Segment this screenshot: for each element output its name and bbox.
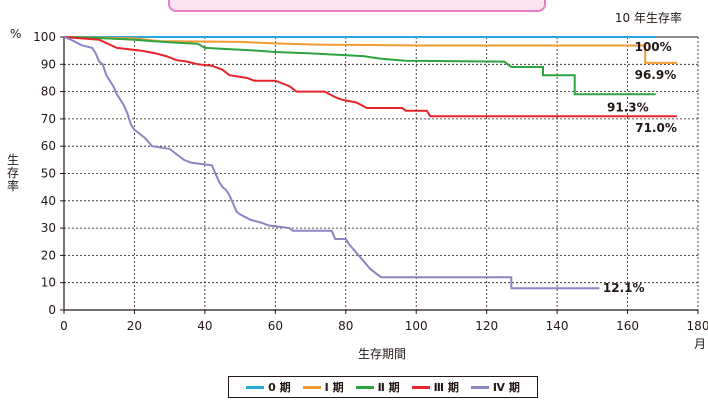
axes (60, 36, 699, 314)
grid-lines (64, 36, 699, 310)
legend-swatch (411, 385, 430, 389)
x-tick-label: 180 (687, 319, 708, 333)
legend-swatch (246, 385, 265, 389)
legend-item-4: Ⅳ 期 (470, 379, 520, 395)
legend-item-1: Ⅰ 期 (302, 379, 344, 395)
y-tick-label: 10 (41, 276, 56, 290)
y-tick-label: 20 (41, 248, 56, 262)
y-tick-label: 40 (41, 194, 56, 208)
y-tick-label: 30 (41, 221, 56, 235)
legend-swatch (470, 385, 489, 389)
series-lines (63, 36, 677, 290)
y-tick-label: 80 (41, 85, 56, 99)
y-tick-label: 50 (41, 167, 56, 181)
legend-label: Ⅲ 期 (433, 381, 459, 394)
legend-swatch (355, 385, 374, 389)
end-label-0: 100% (635, 40, 672, 54)
x-unit: 月 (694, 337, 706, 351)
legend-item-2: Ⅱ 期 (355, 379, 400, 395)
survival-chart: 0 10 20 30 40 50 60 70 80 90 100 0 20 40 60 80 100 120 140… (7, 10, 708, 361)
y-tick-label: 0 (48, 303, 56, 317)
x-tick-label: 20 (127, 319, 142, 333)
end-label-2: 91.3% (607, 100, 649, 114)
y-unit: % (10, 27, 21, 41)
x-tick-label: 160 (616, 319, 639, 333)
y-tick-label: 60 (41, 139, 56, 153)
y-tick-label: 70 (41, 112, 56, 126)
legend-label: Ⅰ 期 (324, 381, 344, 394)
x-tick-label: 0 (60, 319, 68, 333)
x-axis-label: 生存期間 (358, 347, 406, 361)
x-tick-label: 60 (268, 319, 283, 333)
x-tick-label: 120 (475, 319, 498, 333)
labels: 0 10 20 30 40 50 60 70 80 90 100 0 20 40 60 80 100 120 140… (7, 10, 708, 361)
legend-label: Ⅱ 期 (377, 381, 400, 394)
y-tick-label: 90 (41, 57, 56, 71)
legend-label: Ⅳ 期 (492, 381, 520, 394)
end-label-4: 12.1% (603, 281, 645, 295)
end-label-3: 71.0% (635, 121, 677, 135)
series-line-2 (63, 36, 656, 96)
x-tick-label: 80 (338, 319, 353, 333)
end-label-1: 96.9% (635, 68, 677, 82)
x-tick-label: 40 (197, 319, 212, 333)
series-line-4 (63, 36, 600, 290)
y-axis-label: 生存率 (7, 153, 19, 193)
legend-item-3: Ⅲ 期 (411, 379, 459, 395)
legend-item-0: 0 期 (246, 379, 291, 395)
chart-title: 10 年生存率 (615, 10, 682, 25)
header-banner (168, 0, 546, 12)
legend-swatch (302, 385, 321, 389)
legend-label: 0 期 (268, 381, 291, 394)
x-tick-label: 100 (405, 319, 428, 333)
y-tick-label: 100 (33, 30, 56, 44)
series-line-3 (63, 36, 677, 118)
x-tick-label: 140 (546, 319, 569, 333)
legend: 0 期 Ⅰ 期 Ⅱ 期 Ⅲ 期 Ⅳ 期 (228, 376, 538, 398)
